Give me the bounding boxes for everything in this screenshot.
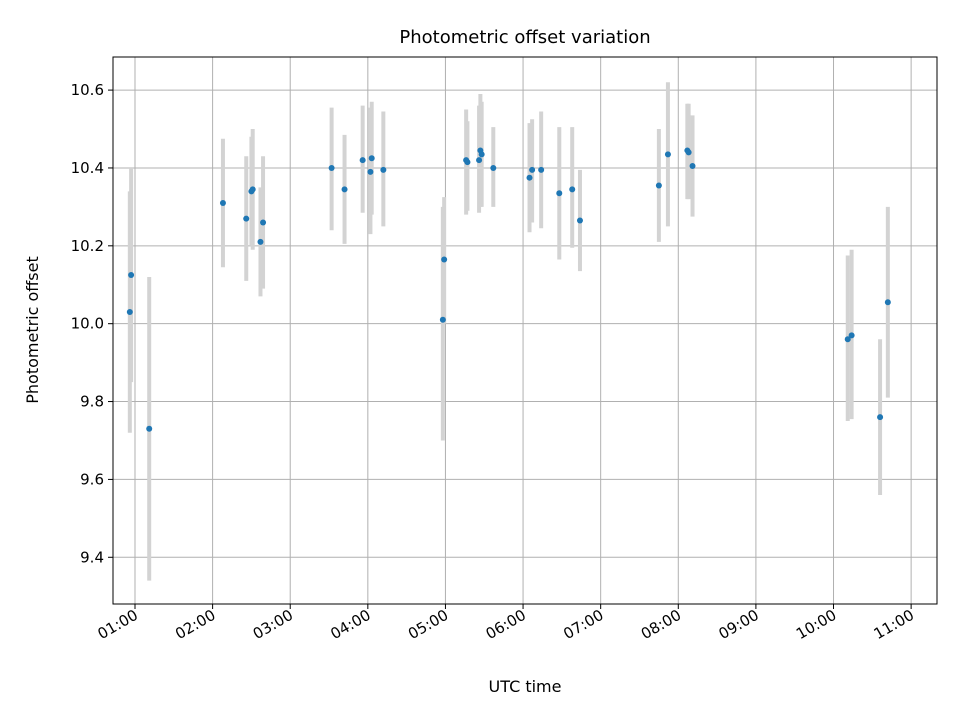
data-point bbox=[146, 425, 153, 432]
y-tick-label: 10.6 bbox=[71, 81, 104, 99]
data-point bbox=[538, 166, 545, 173]
data-point bbox=[441, 256, 448, 263]
data-point bbox=[439, 316, 446, 323]
x-axis-label: UTC time bbox=[489, 677, 562, 696]
data-point bbox=[128, 272, 135, 279]
data-point bbox=[844, 336, 851, 343]
data-point bbox=[556, 190, 563, 197]
data-point bbox=[685, 149, 692, 156]
chart-title: Photometric offset variation bbox=[399, 27, 650, 48]
data-point bbox=[476, 157, 483, 164]
data-point bbox=[526, 174, 533, 181]
y-tick-label: 10.4 bbox=[71, 159, 104, 177]
data-point bbox=[380, 166, 387, 173]
data-point bbox=[689, 163, 696, 170]
y-tick-label: 10.0 bbox=[71, 315, 104, 333]
data-point bbox=[341, 186, 348, 193]
data-point bbox=[328, 164, 335, 171]
data-point bbox=[367, 168, 374, 175]
data-point bbox=[655, 182, 662, 189]
data-point bbox=[478, 151, 485, 158]
data-point bbox=[529, 166, 536, 173]
data-point bbox=[359, 157, 366, 164]
data-point bbox=[490, 164, 497, 171]
y-axis-label: Photometric offset bbox=[23, 256, 42, 404]
data-point bbox=[877, 414, 884, 421]
data-points bbox=[126, 147, 891, 432]
data-point bbox=[848, 332, 855, 339]
data-point bbox=[126, 309, 133, 316]
y-tick-label: 9.6 bbox=[80, 470, 104, 488]
y-tick-label: 9.4 bbox=[80, 548, 104, 566]
data-point bbox=[884, 299, 891, 306]
y-axis-ticks: 9.4 9.6 9.8 10.0 10.2 10.4 10.6 bbox=[71, 81, 113, 566]
data-point bbox=[464, 159, 471, 166]
data-point bbox=[249, 186, 256, 193]
data-point bbox=[368, 155, 375, 162]
y-tick-label: 10.2 bbox=[71, 237, 104, 255]
data-point bbox=[257, 238, 264, 245]
plot-frame bbox=[112, 56, 938, 605]
data-point bbox=[664, 151, 671, 158]
data-point bbox=[576, 217, 583, 224]
y-tick-label: 9.8 bbox=[80, 393, 104, 411]
data-point bbox=[243, 215, 250, 222]
data-point bbox=[260, 219, 267, 226]
data-point bbox=[219, 199, 226, 206]
data-point bbox=[569, 186, 576, 193]
